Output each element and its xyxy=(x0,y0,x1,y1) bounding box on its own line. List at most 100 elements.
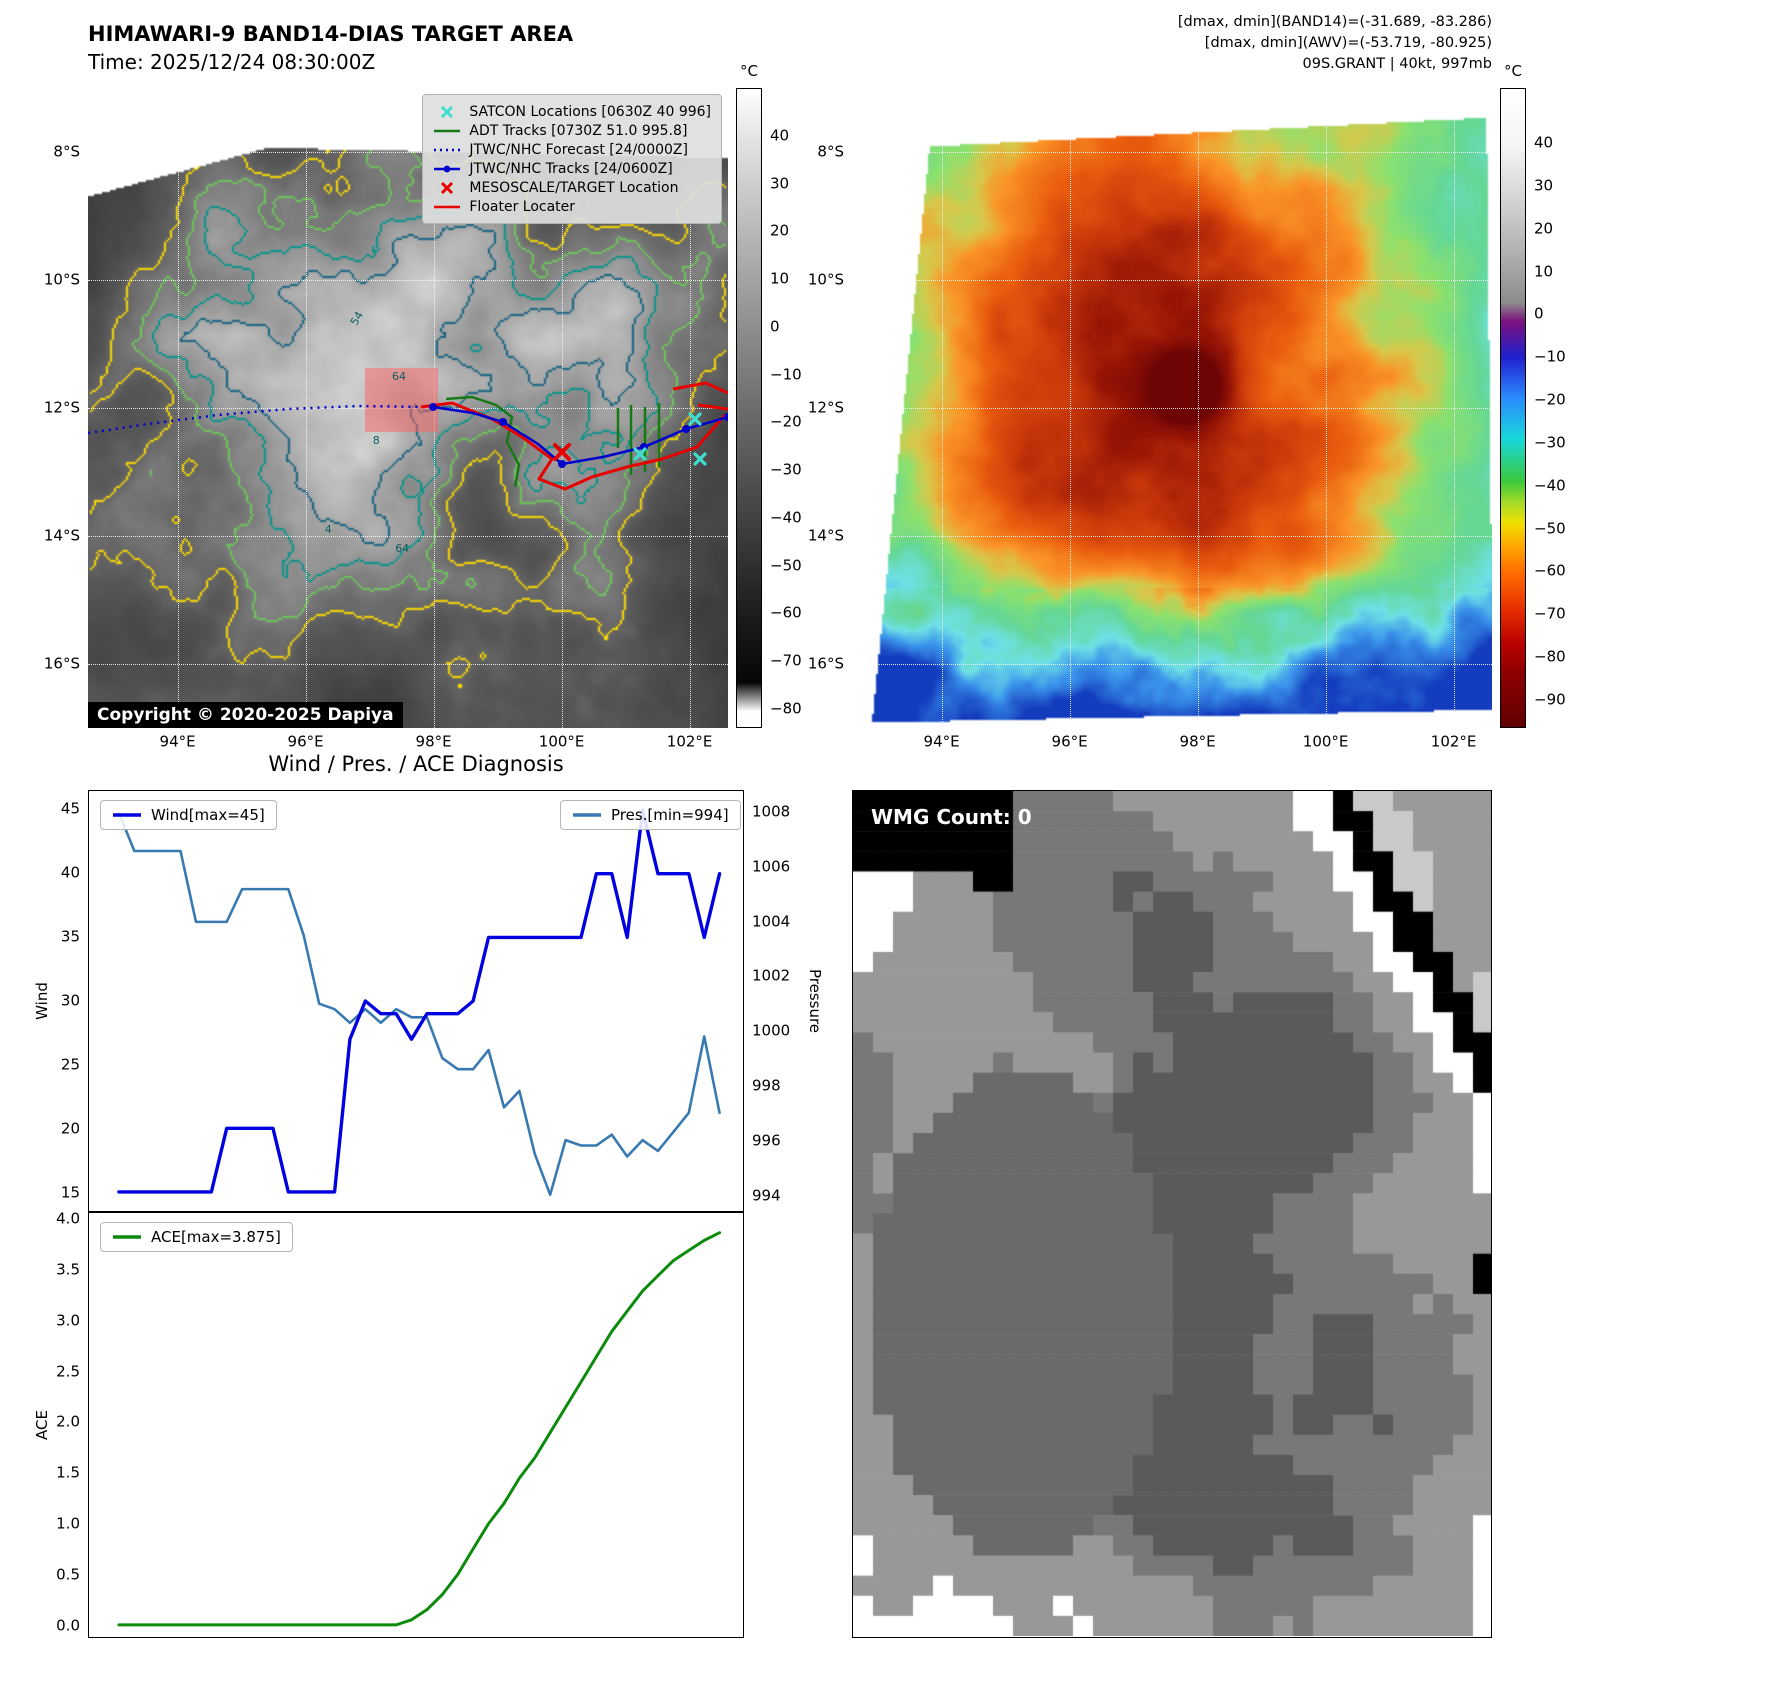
header-storm-id: 09S.GRANT | 40kt, 997mb xyxy=(1302,56,1492,72)
jtwc-track-points xyxy=(429,403,728,468)
adt-track xyxy=(445,395,521,488)
floater-track-segment xyxy=(672,381,728,395)
tick-label: 998 xyxy=(752,1076,781,1095)
gridline xyxy=(88,152,728,153)
legend-item-label: MESOSCALE/TARGET Location xyxy=(469,179,679,196)
tick-label: 10 xyxy=(1534,262,1554,281)
legend-item-label: JTWC/NHC Forecast [24/0000Z] xyxy=(469,141,688,158)
line-sample-icon xyxy=(434,148,461,151)
tick-label: −50 xyxy=(1534,519,1566,538)
gridline xyxy=(1197,88,1199,728)
pres-legend-label: Pres.[min=994] xyxy=(611,806,729,824)
tick-label: 8°S xyxy=(53,142,80,161)
tick-label: 15 xyxy=(60,1183,80,1202)
tick-label: −30 xyxy=(1534,433,1566,452)
data-series-line xyxy=(117,811,721,1196)
tick-label: −10 xyxy=(1534,347,1566,366)
gridline xyxy=(88,664,728,665)
tick-label: 1000 xyxy=(752,1021,791,1040)
floater-track xyxy=(420,401,727,491)
legend-item-label: SATCON Locations [0630Z 40 996] xyxy=(469,103,711,120)
tick-label: −40 xyxy=(1534,476,1566,495)
gridline xyxy=(852,408,1492,409)
gridline xyxy=(305,88,307,728)
tick-label: −70 xyxy=(1534,604,1566,623)
legend-item-label: JTWC/NHC Tracks [24/0600Z] xyxy=(469,160,673,177)
tick-label: 30 xyxy=(770,174,790,193)
wind-legend-label: Wind[max=45] xyxy=(151,806,265,824)
legend-item: SATCON Locations [0630Z 40 996] xyxy=(433,102,711,121)
x-marker-icon xyxy=(441,181,454,194)
band14-map: SATCON Locations [0630Z 40 996] ADT Track… xyxy=(88,88,728,728)
wind-legend: Wind[max=45] xyxy=(100,800,277,830)
tick-label: 96°E xyxy=(1051,732,1088,751)
awv-colorbar xyxy=(1500,88,1526,728)
tick-label: 994 xyxy=(752,1186,781,1205)
wind-axis-label: Wind xyxy=(33,982,51,1020)
gridline xyxy=(1453,88,1455,728)
tick-label: 40 xyxy=(770,126,790,145)
tick-label: 1008 xyxy=(752,802,791,821)
legend-item: JTWC/NHC Tracks [24/0600Z] xyxy=(433,159,711,178)
legend-item: Floater Locater xyxy=(433,197,711,216)
tick-label: −50 xyxy=(770,556,802,575)
tick-label: 0.5 xyxy=(56,1565,80,1584)
line-sample-icon xyxy=(434,205,461,208)
tick-label: 20 xyxy=(60,1119,80,1138)
x-marker-icon xyxy=(441,105,454,118)
gridline xyxy=(689,88,691,728)
tick-label: 8°S xyxy=(817,142,844,161)
tick-label: 20 xyxy=(770,221,790,240)
tick-label: 3.5 xyxy=(56,1260,80,1279)
wind-pressure-chart xyxy=(88,790,744,1212)
tick-label: 0 xyxy=(770,317,780,336)
tick-label: −80 xyxy=(1534,647,1566,666)
ace-line-sample-icon xyxy=(113,1235,141,1239)
tick-label: 96°E xyxy=(287,732,324,751)
gridline xyxy=(1325,88,1327,728)
ace-plot xyxy=(117,1231,722,1627)
tick-label: 102°E xyxy=(666,732,713,751)
gridline xyxy=(561,88,563,728)
tick-label: 996 xyxy=(752,1131,781,1150)
track-overlay xyxy=(88,368,728,491)
tick-label: 1006 xyxy=(752,857,791,876)
wmg-canvas xyxy=(853,791,1491,1636)
gridline xyxy=(177,88,179,728)
tick-label: 30 xyxy=(1534,176,1554,195)
tick-label: 14°S xyxy=(807,526,844,545)
ace-chart xyxy=(88,1212,744,1638)
satcon-x-icon xyxy=(633,447,647,461)
gridline xyxy=(852,536,1492,537)
tick-label: 10 xyxy=(770,269,790,288)
tick-label: 94°E xyxy=(923,732,960,751)
tick-label: 10°S xyxy=(43,270,80,289)
tick-label: 100°E xyxy=(1302,732,1349,751)
tick-label: 16°S xyxy=(807,654,844,673)
band14-title: HIMAWARI-9 BAND14-DIAS TARGET AREA xyxy=(88,22,574,46)
tick-label: 25 xyxy=(60,1055,80,1074)
floater-track-segment xyxy=(697,403,728,411)
awv-header: [dmax, dmin](BAND14)=(-31.689, -83.286) … xyxy=(1178,12,1492,75)
copyright-badge: Copyright © 2020-2025 Dapiya xyxy=(88,702,403,728)
tick-label: 12°S xyxy=(43,398,80,417)
tick-label: −30 xyxy=(770,460,802,479)
tick-label: 1.5 xyxy=(56,1463,80,1482)
tick-label: 30 xyxy=(60,991,80,1010)
tick-label: 3.0 xyxy=(56,1311,80,1330)
wind-pressure-plot xyxy=(117,808,722,1196)
tick-label: −70 xyxy=(770,651,802,670)
legend-item: JTWC/NHC Forecast [24/0000Z] xyxy=(433,140,711,159)
tick-label: 4.0 xyxy=(56,1209,80,1228)
tick-label: −80 xyxy=(770,699,802,718)
tick-label: 12°S xyxy=(807,398,844,417)
tick-label: 98°E xyxy=(415,732,452,751)
satcon-x-icon xyxy=(688,412,702,426)
tick-label: 40 xyxy=(60,863,80,882)
contour-value-label: 8 xyxy=(372,433,380,447)
band14-colorbar xyxy=(736,88,762,728)
tick-label: 2.5 xyxy=(56,1362,80,1381)
tick-label: 40 xyxy=(1534,133,1554,152)
wmg-count-label: WMG Count: 0 xyxy=(871,805,1032,829)
pres-legend: Pres.[min=994] xyxy=(560,800,741,830)
